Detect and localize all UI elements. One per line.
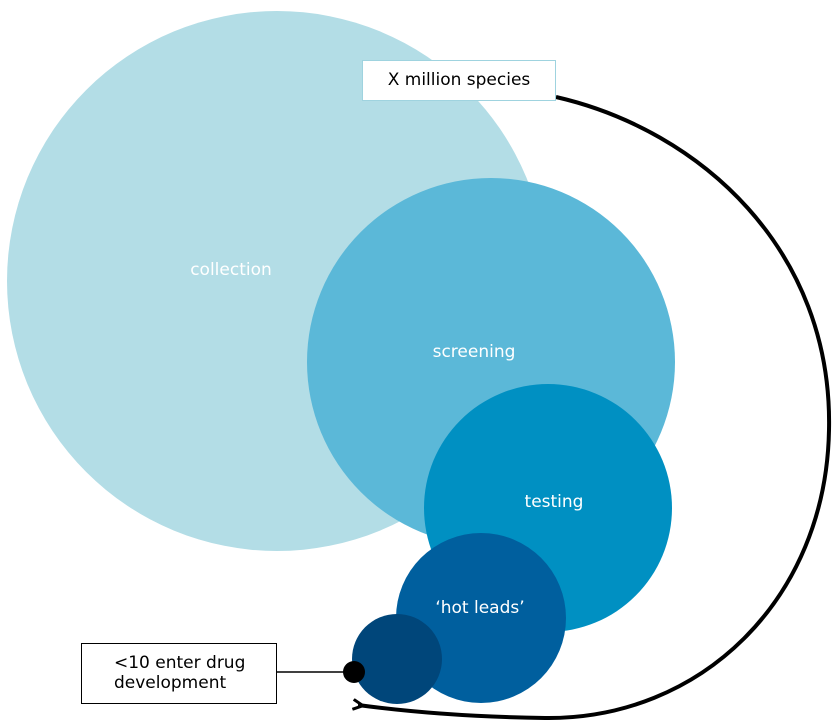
connector-dot	[343, 661, 365, 683]
hot-leads-label: ‘hot leads’	[435, 598, 524, 618]
testing-label: testing	[525, 492, 584, 512]
final-circle	[352, 614, 442, 704]
species-count-box: X million species	[362, 60, 556, 101]
species-count-label: X million species	[387, 70, 531, 90]
collection-label: collection	[190, 260, 272, 280]
drug-development-box: <10 enter drug development	[81, 643, 277, 704]
drug-development-line2: development	[114, 673, 227, 693]
screening-label: screening	[433, 342, 516, 362]
drug-development-line1: <10 enter drug	[114, 653, 246, 673]
return-arrow	[358, 95, 832, 721]
